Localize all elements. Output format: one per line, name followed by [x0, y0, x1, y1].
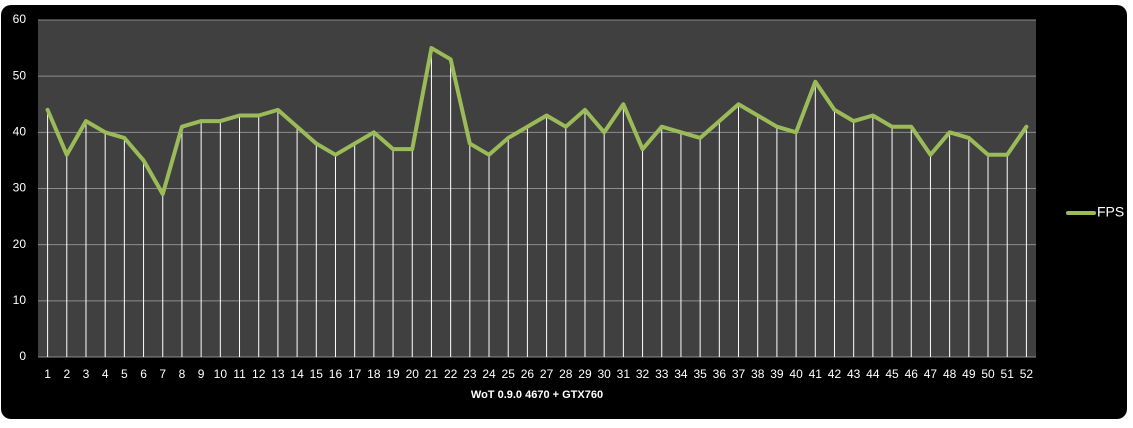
x-tick-label: 47 [924, 367, 938, 381]
x-tick-label: 48 [943, 367, 957, 381]
x-tick-label: 12 [252, 367, 266, 381]
x-tick-label: 51 [1001, 367, 1015, 381]
x-tick-label: 44 [866, 367, 880, 381]
x-tick-label: 22 [444, 367, 458, 381]
x-tick-label: 50 [981, 367, 995, 381]
x-tick-label: 41 [809, 367, 823, 381]
x-tick-label: 43 [847, 367, 861, 381]
y-tick-label: 0 [19, 349, 26, 363]
y-tick-label: 40 [13, 125, 27, 139]
x-tick-label: 16 [329, 367, 343, 381]
x-tick-label: 17 [348, 367, 362, 381]
x-tick-label: 49 [962, 367, 976, 381]
y-tick-label: 60 [13, 12, 27, 26]
y-tick-label: 30 [13, 181, 27, 195]
x-tick-label: 52 [1020, 367, 1034, 381]
y-tick-label: 20 [13, 237, 27, 251]
x-axis-title: WoT 0.9.0 4670 + GTX760 [471, 389, 603, 401]
x-tick-label: 18 [367, 367, 381, 381]
x-tick-label: 42 [828, 367, 842, 381]
x-tick-label: 39 [770, 367, 784, 381]
x-tick-label: 6 [140, 367, 147, 381]
x-tick-label: 10 [214, 367, 228, 381]
x-tick-label: 25 [502, 367, 516, 381]
x-tick-label: 38 [751, 367, 765, 381]
x-tick-label: 13 [271, 367, 285, 381]
x-tick-label: 8 [179, 367, 186, 381]
x-tick-label: 15 [310, 367, 324, 381]
x-tick-label: 46 [905, 367, 919, 381]
x-tick-label: 28 [559, 367, 573, 381]
y-tick-label: 10 [13, 293, 27, 307]
x-tick-label: 7 [159, 367, 166, 381]
x-tick-label: 23 [463, 367, 477, 381]
x-tick-label: 11 [233, 367, 246, 381]
x-tick-label: 19 [386, 367, 400, 381]
x-tick-label: 32 [636, 367, 650, 381]
x-tick-label: 33 [655, 367, 669, 381]
x-tick-label: 34 [674, 367, 688, 381]
x-tick-label: 14 [290, 367, 304, 381]
x-tick-label: 26 [521, 367, 535, 381]
x-tick-label: 27 [540, 367, 554, 381]
x-tick-label: 9 [198, 367, 205, 381]
y-tick-label: 50 [13, 68, 27, 82]
x-tick-label: 20 [406, 367, 420, 381]
x-tick-label: 5 [121, 367, 128, 381]
legend-label: FPS [1097, 204, 1124, 220]
x-tick-label: 1 [44, 367, 51, 381]
x-tick-label: 29 [578, 367, 592, 381]
x-tick-label: 30 [597, 367, 611, 381]
x-tick-label: 45 [885, 367, 899, 381]
x-tick-label: 37 [732, 367, 746, 381]
x-tick-label: 36 [713, 367, 727, 381]
x-tick-label: 24 [482, 367, 496, 381]
x-tick-label: 35 [693, 367, 707, 381]
x-tick-label: 3 [83, 367, 90, 381]
x-tick-label: 31 [617, 367, 631, 381]
x-tick-label: 21 [425, 367, 439, 381]
x-tick-label: 40 [789, 367, 803, 381]
x-tick-label: 4 [102, 367, 109, 381]
x-tick-label: 2 [63, 367, 70, 381]
series-line [45, 46, 1029, 197]
